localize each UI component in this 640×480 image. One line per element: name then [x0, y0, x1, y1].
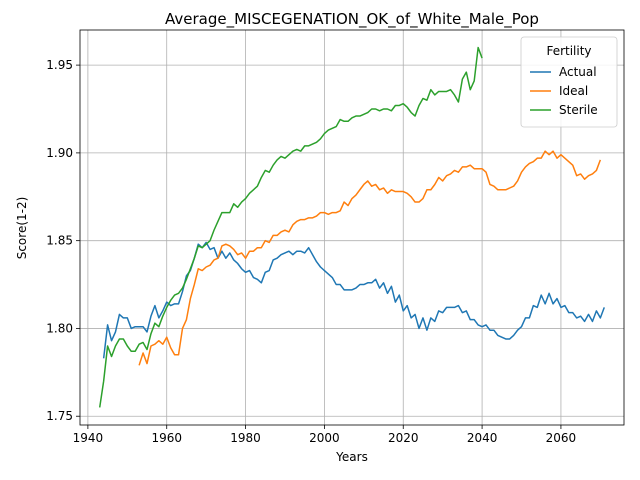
- x-tick-label: 2020: [388, 431, 419, 445]
- legend-label-sterile: Sterile: [559, 103, 598, 117]
- y-tick-label: 1.90: [46, 146, 73, 160]
- series-line-actual: [102, 241, 605, 359]
- series-line-sterile: [98, 46, 483, 408]
- legend-label-ideal: Ideal: [559, 84, 588, 98]
- y-tick-label: 1.75: [46, 409, 73, 423]
- legend: Fertility Actual Ideal Sterile: [520, 36, 618, 128]
- x-tick-label: 1940: [73, 431, 104, 445]
- legend-title: Fertility: [546, 44, 591, 58]
- y-axis-ticks: 1.75 1.80 1.85 1.90 1.95: [46, 58, 80, 423]
- series-layer: [98, 46, 605, 408]
- legend-label-actual: Actual: [559, 65, 597, 79]
- y-tick-label: 1.85: [46, 234, 73, 248]
- x-tick-label: 1980: [230, 431, 261, 445]
- legend-items: Actual Ideal Sterile: [530, 65, 598, 117]
- x-axis-label: Years: [335, 450, 368, 464]
- y-tick-label: 1.95: [46, 58, 73, 72]
- grid: [80, 30, 624, 425]
- x-axis-ticks: 1940 1960 1980 2000 2020 2040 2060: [73, 425, 577, 445]
- x-tick-label: 2040: [467, 431, 498, 445]
- legend-box: [520, 36, 618, 128]
- chart-title: Average_MISCEGENATION_OK_of_White_Male_P…: [165, 10, 539, 29]
- y-tick-label: 1.80: [46, 321, 73, 335]
- x-tick-label: 1960: [151, 431, 182, 445]
- plot-frame: [79, 29, 625, 426]
- y-axis-label: Score(1-2): [15, 197, 29, 260]
- series-line-ideal: [138, 150, 602, 366]
- x-tick-label: 2060: [546, 431, 577, 445]
- x-tick-label: 2000: [309, 431, 340, 445]
